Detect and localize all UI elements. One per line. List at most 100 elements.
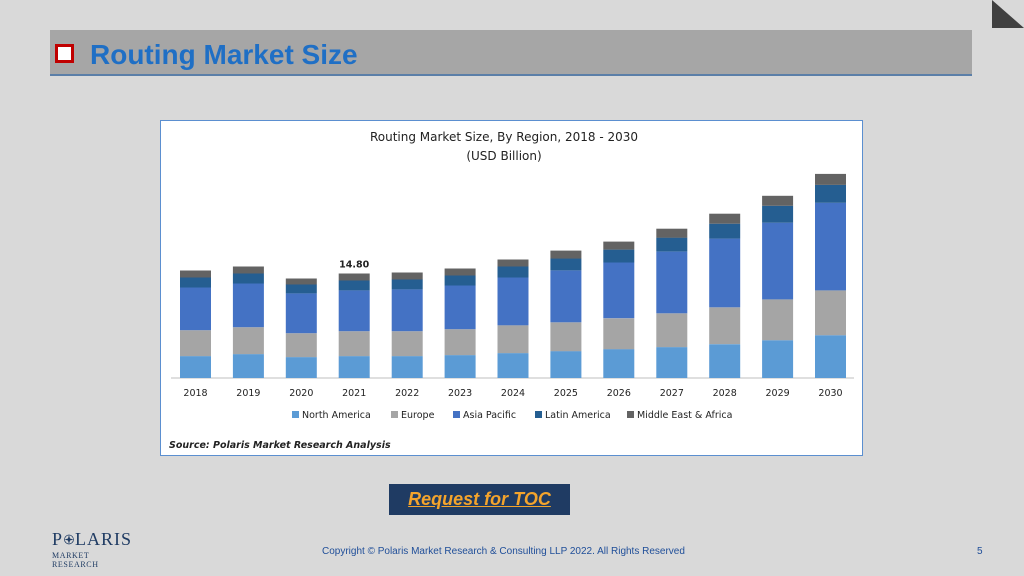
legend-swatch <box>627 411 634 418</box>
bar-segment-2028-middle-east-africa <box>709 213 741 224</box>
bar-segment-2019-europe <box>232 327 264 355</box>
chart-frame: Routing Market Size, By Region, 2018 - 2… <box>160 120 863 456</box>
bar-segment-2026-asia-pacific <box>603 262 635 319</box>
bar-segment-2025-asia-pacific <box>550 270 582 323</box>
bar-segment-2020-north-america <box>285 357 317 378</box>
copyright-text: Copyright © Polaris Market Research & Co… <box>322 546 685 557</box>
logo-subtitle: MARKET RESEARCH <box>52 551 99 569</box>
bar-segment-2018-north-america <box>180 356 211 378</box>
chart-subtitle: (USD Billion) <box>466 149 541 163</box>
bar-segment-2029-latin-america <box>762 205 794 223</box>
bar-segment-2022-europe <box>391 331 423 357</box>
bar-segment-2019-latin-america <box>232 273 264 284</box>
request-toc-button[interactable]: Request for TOC <box>389 484 570 515</box>
bar-segment-2020-middle-east-africa <box>285 278 317 285</box>
x-tick-label: 2030 <box>818 388 842 399</box>
bar-segment-2024-north-america <box>497 353 529 378</box>
x-tick-label: 2028 <box>713 388 737 399</box>
chart-title: Routing Market Size, By Region, 2018 - 2… <box>370 130 638 144</box>
bar-segment-2030-europe <box>815 290 846 336</box>
bar-segment-2018-europe <box>180 330 211 357</box>
bar-segment-2027-asia-pacific <box>656 251 688 314</box>
bar-segment-2030-latin-america <box>815 184 846 203</box>
x-tick-label: 2023 <box>448 388 472 399</box>
bar-segment-2026-middle-east-africa <box>603 241 635 250</box>
bar-segment-2022-latin-america <box>391 279 423 290</box>
logo-suffix: LARIS <box>74 529 132 549</box>
bar-segment-2030-asia-pacific <box>815 202 846 291</box>
bar-segment-2020-latin-america <box>285 284 317 294</box>
legend-label: Europe <box>401 410 435 421</box>
bar-segment-2028-north-america <box>709 344 741 378</box>
bar-segment-2025-north-america <box>550 351 582 378</box>
x-tick-labels: 2018 2019 2020 2021 2022 2023 2024 2025 2026 2027… <box>183 388 842 399</box>
legend-swatch <box>535 411 542 418</box>
polaris-logo: P LARIS MARKET RESEARCH <box>52 529 132 569</box>
bar-segment-2023-europe <box>444 329 476 356</box>
x-tick-label: 2027 <box>660 388 684 399</box>
bar-segment-2022-middle-east-africa <box>391 272 423 280</box>
legend-swatch <box>453 411 460 418</box>
bar-segment-2030-middle-east-africa <box>815 173 846 185</box>
corner-triangle <box>992 0 1024 28</box>
bar-segment-2025-latin-america <box>550 258 582 271</box>
bar-segment-2018-asia-pacific <box>180 287 211 331</box>
bar-segment-2027-north-america <box>656 347 688 378</box>
bar-segment-2023-latin-america <box>444 275 476 286</box>
bar-segment-2018-latin-america <box>180 277 211 288</box>
x-tick-label: 2021 <box>342 388 366 399</box>
legend-label: Middle East & Africa <box>637 410 732 421</box>
x-tick-label: 2025 <box>554 388 578 399</box>
bar-segment-2027-latin-america <box>656 237 688 252</box>
checkbox-bullet-icon <box>55 44 74 63</box>
x-tick-label: 2019 <box>236 388 260 399</box>
logo-prefix: P <box>52 529 64 549</box>
bar-segment-2021-middle-east-africa <box>338 273 370 281</box>
x-tick-label: 2024 <box>501 388 525 399</box>
bar-segment-2023-asia-pacific <box>444 285 476 330</box>
chart-source: Source: Polaris Market Research Analysis <box>169 440 391 451</box>
bar-segment-2026-latin-america <box>603 249 635 263</box>
x-tick-label: 2022 <box>395 388 419 399</box>
bar-segment-2025-middle-east-africa <box>550 250 582 259</box>
bar-segment-2028-latin-america <box>709 223 741 239</box>
legend-swatch <box>391 411 398 418</box>
bar-segment-2029-asia-pacific <box>762 222 794 300</box>
bar-segment-2019-asia-pacific <box>232 283 264 328</box>
x-tick-label: 2018 <box>183 388 207 399</box>
stacked-bar-chart: Routing Market Size, By Region, 2018 - 2… <box>169 130 854 451</box>
bar-segment-2027-europe <box>656 313 688 348</box>
legend-label: Latin America <box>545 410 611 421</box>
bar-segment-2025-europe <box>550 322 582 352</box>
x-tick-label: 2026 <box>607 388 631 399</box>
bar-segment-2026-europe <box>603 318 635 350</box>
bar-segment-2021-europe <box>338 331 370 357</box>
bar-segment-2022-asia-pacific <box>391 289 423 332</box>
legend-swatch <box>292 411 299 418</box>
bar-segment-2029-middle-east-africa <box>762 195 794 206</box>
data-label: 14.80 <box>339 260 369 271</box>
bar-segment-2018-middle-east-africa <box>180 270 211 278</box>
x-tick-label: 2029 <box>766 388 790 399</box>
title-bar: Routing Market Size <box>50 30 972 74</box>
bar-segment-2028-asia-pacific <box>709 238 741 308</box>
legend: North America Europe Asia Pacific Latin Ame… <box>292 410 732 421</box>
slide-title: Routing Market Size <box>90 39 358 70</box>
bar-segment-2020-europe <box>285 333 317 358</box>
data-labels: 14.80 <box>339 260 369 271</box>
legend-label: Asia Pacific <box>463 410 516 421</box>
page-number: 5 <box>977 546 983 557</box>
bar-segment-2021-asia-pacific <box>338 290 370 332</box>
bars-group <box>180 173 846 378</box>
bar-segment-2026-north-america <box>603 349 635 378</box>
bar-segment-2023-north-america <box>444 355 476 378</box>
legend-label: North America <box>302 410 371 421</box>
bar-segment-2022-north-america <box>391 356 423 378</box>
bar-segment-2028-europe <box>709 307 741 345</box>
bar-segment-2024-asia-pacific <box>497 277 529 326</box>
bar-segment-2024-europe <box>497 325 529 354</box>
bar-segment-2024-latin-america <box>497 266 529 278</box>
bar-segment-2019-middle-east-africa <box>232 266 264 274</box>
bar-segment-2030-north-america <box>815 335 846 378</box>
bar-segment-2023-middle-east-africa <box>444 268 476 276</box>
